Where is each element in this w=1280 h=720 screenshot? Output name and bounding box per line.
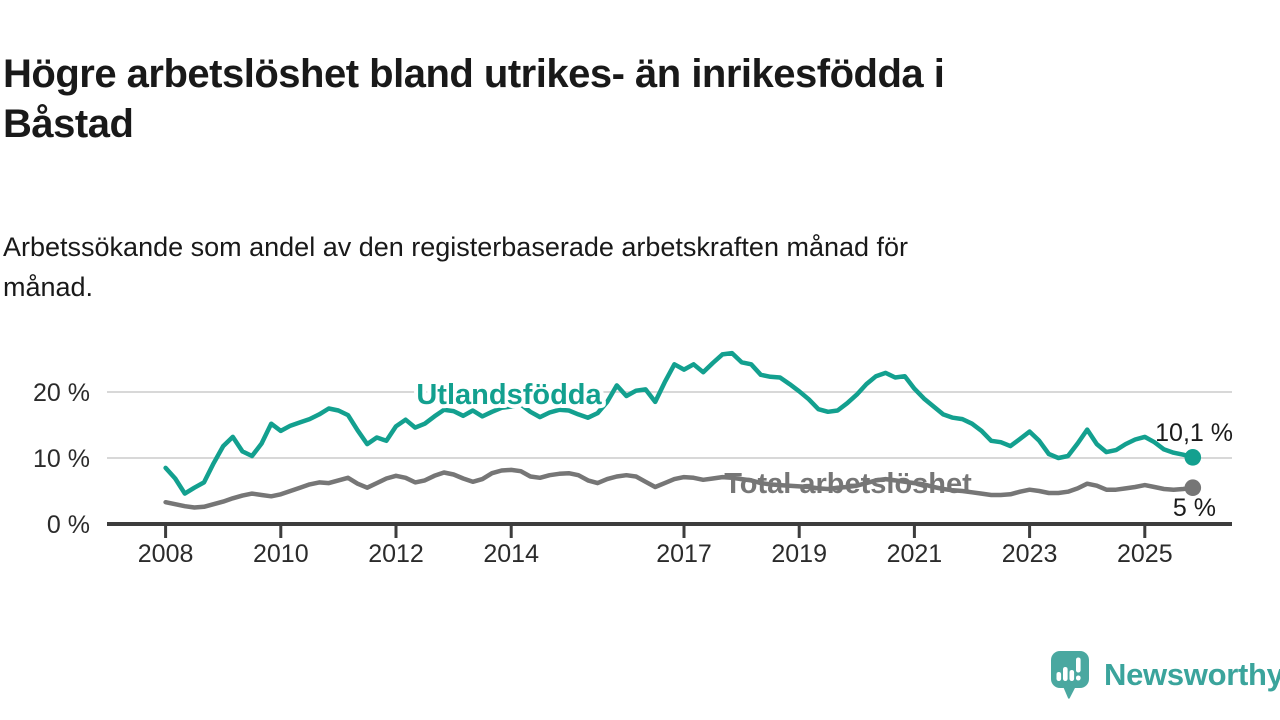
newsworthy-logo-icon xyxy=(1051,651,1089,699)
logo-exclamation-dot xyxy=(1076,675,1081,681)
logo-exclamation-bar xyxy=(1076,657,1081,673)
end-value-label: 10,1 % xyxy=(1155,419,1233,447)
logo-bar-2 xyxy=(1063,667,1068,681)
x-tick-label: 2008 xyxy=(138,540,194,568)
x-tick-label: 2010 xyxy=(253,540,309,568)
newsworthy-wordmark: Newsworthy xyxy=(1104,657,1280,692)
x-tick-label: 2012 xyxy=(368,540,424,568)
page-title: Högre arbetslöshet bland utrikes- än inr… xyxy=(3,51,945,146)
x-tick-label: 2023 xyxy=(1002,540,1058,568)
series-end-dot xyxy=(1184,479,1202,497)
x-tick-label: 2021 xyxy=(887,540,943,568)
series-label: Total arbetslöshet xyxy=(724,468,972,500)
x-tick-label: 2014 xyxy=(483,540,539,568)
x-tick-label: 2017 xyxy=(656,540,712,568)
y-tick-label: 0 % xyxy=(47,511,90,539)
y-tick-label: 10 % xyxy=(33,445,90,473)
end-value-label: 5 % xyxy=(1173,494,1216,522)
x-tick-label: 2019 xyxy=(771,540,827,568)
newsworthy-branding: Newsworthy xyxy=(1050,650,1280,700)
x-tick-label: 2025 xyxy=(1117,540,1173,568)
series-line-utlandsfodda xyxy=(163,350,1196,496)
y-tick-label: 20 % xyxy=(33,379,90,407)
series-end-dot xyxy=(1184,449,1202,466)
logo-bar-3 xyxy=(1069,670,1075,681)
series-label: Utlandsfödda xyxy=(416,379,602,411)
series-line-total xyxy=(163,467,1196,510)
page-subtitle: Arbetssökande som andel av den registerb… xyxy=(3,232,909,302)
logo-bar-1 xyxy=(1056,672,1062,681)
